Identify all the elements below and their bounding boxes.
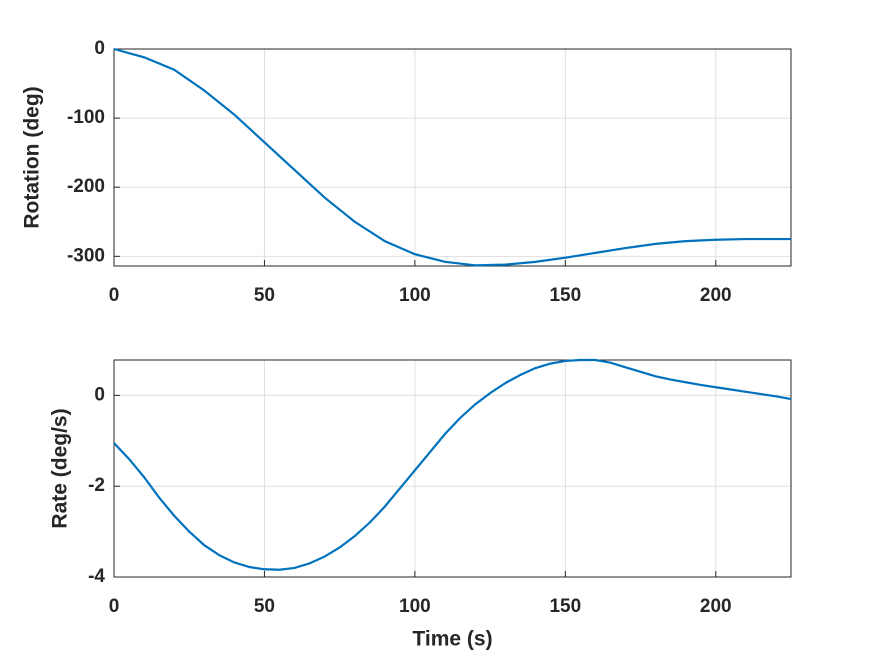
y-tick-label: 0	[94, 384, 105, 405]
x-tick-label: 150	[549, 596, 581, 617]
x-tick-label: 200	[700, 596, 732, 617]
data-line	[113, 47, 791, 267]
x-tick-label: 0	[109, 285, 120, 306]
y-tick-label: -4	[88, 566, 105, 587]
x-tick-label: 200	[700, 285, 732, 306]
y-tick-label: -100	[67, 107, 105, 128]
plot-area	[114, 360, 791, 577]
plot-area	[114, 49, 791, 266]
x-tick-label: 100	[399, 596, 431, 617]
x-tick-label: 100	[399, 285, 431, 306]
y-tick-label: -200	[67, 176, 105, 197]
x-tick-label: 50	[254, 596, 275, 617]
x-tick-label: 0	[109, 596, 120, 617]
y-tick-label: -2	[88, 475, 105, 496]
y-tick-label: -300	[67, 245, 105, 266]
y-axis-label: Rotation (deg)	[21, 86, 44, 228]
axes-box	[113, 48, 792, 267]
axes-box	[113, 359, 792, 578]
y-tick-label: 0	[94, 38, 105, 59]
y-axis-label: Rate (deg/s)	[49, 408, 72, 528]
x-tick-label: 50	[254, 285, 275, 306]
data-line	[113, 358, 792, 571]
x-axis-label: Time (s)	[412, 628, 492, 651]
x-tick-label: 150	[549, 285, 581, 306]
